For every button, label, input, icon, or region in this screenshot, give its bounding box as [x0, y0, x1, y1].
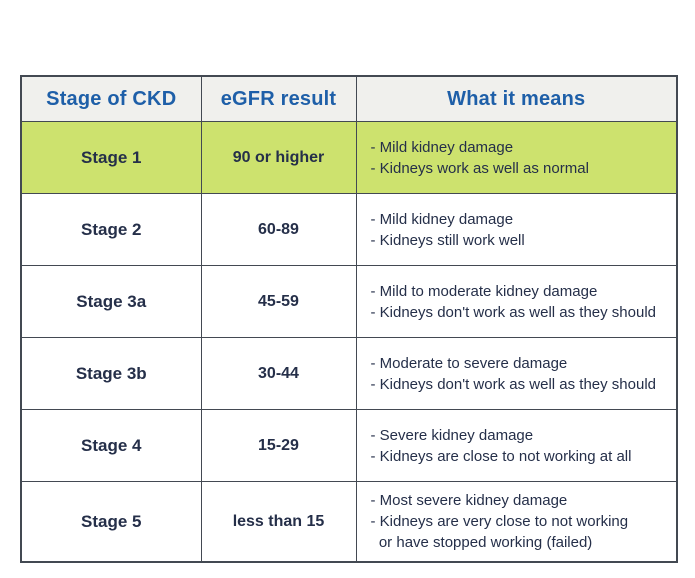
- stage-cell: Stage 2: [20, 193, 202, 266]
- egfr-cell: 60-89: [200, 193, 357, 266]
- table-row: Stage 3b 30-44- Moderate to severe damage…: [20, 337, 678, 410]
- meaning-line: - Mild kidney damage: [370, 210, 514, 228]
- meaning-line: - Kidneys are close to not working at al…: [370, 447, 632, 465]
- meaning-cell: - Mild to moderate kidney damage - Kidney…: [355, 265, 678, 338]
- table-body: Stage 1 90 or higher - Mild kidney damage -…: [20, 121, 678, 563]
- meaning-line: - Moderate to severe damage: [370, 354, 568, 372]
- table-row: Stage 1 90 or higher - Mild kidney damage -…: [20, 121, 678, 194]
- meaning-line: - Kidneys work as well as normal: [370, 159, 589, 177]
- meaning-cell: - Mild kidney damage - Kidneys still work…: [355, 193, 678, 266]
- meaning-line: - Mild to moderate kidney damage: [370, 282, 598, 300]
- stage-cell: Stage 4: [20, 409, 202, 482]
- header-cell-egfr: eGFR result: [200, 75, 357, 122]
- meaning-cell: - Most severe kidney damage - Kidneys are…: [355, 481, 678, 563]
- meaning-line: - Kidneys don't work as well as they sho…: [370, 303, 657, 321]
- table-row: Stage 3a 45-59- Mild to moderate kidney d…: [20, 265, 678, 338]
- meaning-line: - Severe kidney damage: [370, 426, 534, 444]
- header-cell-meaning: What it means: [355, 75, 678, 122]
- meaning-line: - Mild kidney damage: [370, 138, 514, 156]
- egfr-cell: 90 or higher: [200, 121, 357, 194]
- stage-cell: Stage 1: [20, 121, 202, 194]
- meaning-line: - Kidneys don't work as well as they sho…: [370, 375, 657, 393]
- egfr-cell: less than 15: [200, 481, 357, 563]
- meaning-line: - Kidneys still work well: [370, 231, 525, 249]
- table-row: Stage 4 15-29 - Severe kidney damage - Kidn…: [20, 409, 678, 482]
- meaning-line: - Most severe kidney damage: [370, 492, 568, 509]
- egfr-cell: 45-59: [200, 265, 357, 338]
- stage-cell: Stage 3b: [20, 337, 202, 410]
- table-row: Stage 2 60-89 - Mild kidney damage - Kidney…: [20, 193, 678, 266]
- egfr-cell: 30-44: [200, 337, 357, 410]
- ckd-stages-table: Stage of CKD eGFR result What it means S…: [20, 75, 678, 563]
- meaning-cell: - Mild kidney damage - Kidneys work as we…: [355, 121, 678, 194]
- table-header: Stage of CKD eGFR result What it means: [20, 75, 678, 122]
- header-cell-stage: Stage of CKD: [20, 75, 202, 122]
- table-row: Stage 5 less than 15- Most severe kidney …: [20, 481, 678, 563]
- stage-cell: Stage 5: [20, 481, 202, 563]
- meaning-cell: - Moderate to severe damage - Kidneys don…: [355, 337, 678, 410]
- meaning-line: - Kidneys are very close to not working: [370, 513, 629, 530]
- header-row: Stage of CKD eGFR result What it means: [20, 75, 678, 122]
- egfr-cell: 15-29: [200, 409, 357, 482]
- stage-cell: Stage 3a: [20, 265, 202, 338]
- meaning-line: or have stopped working (failed): [370, 534, 593, 551]
- meaning-cell: - Severe kidney damage - Kidneys are clos…: [355, 409, 678, 482]
